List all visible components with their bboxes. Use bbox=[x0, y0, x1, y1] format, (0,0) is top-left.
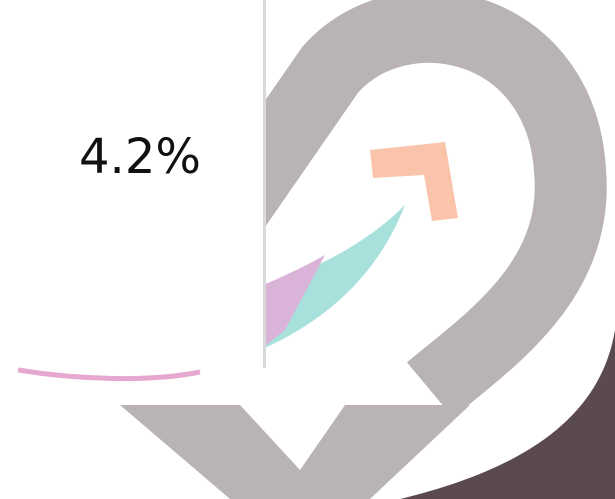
gray-ring bbox=[120, 0, 607, 418]
peach-arrow bbox=[370, 142, 458, 221]
tooltip-panel bbox=[0, 0, 263, 368]
pink-arc bbox=[17, 367, 201, 382]
dark-corner-shape bbox=[400, 330, 615, 499]
gray-base bbox=[120, 405, 470, 499]
percentage-value: 4.2% bbox=[79, 129, 201, 185]
